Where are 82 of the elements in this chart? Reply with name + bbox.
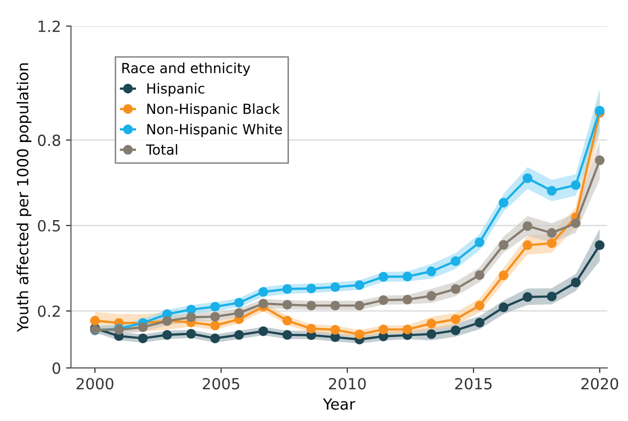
point xyxy=(90,316,100,326)
point xyxy=(378,324,388,334)
x-tick-label: 2010 xyxy=(329,378,366,390)
point xyxy=(570,278,581,288)
point xyxy=(258,287,268,297)
point xyxy=(210,320,220,330)
point xyxy=(282,316,292,326)
point xyxy=(306,324,316,334)
point xyxy=(426,291,436,301)
point xyxy=(282,330,292,340)
point xyxy=(498,198,508,208)
point xyxy=(450,325,460,336)
x-tick-label: 2020 xyxy=(581,378,618,390)
point xyxy=(234,330,244,340)
point xyxy=(354,329,364,340)
point xyxy=(450,284,460,294)
point xyxy=(162,330,172,340)
point xyxy=(522,292,532,302)
point xyxy=(186,328,196,339)
legend-label: Non-Hispanic White xyxy=(147,124,282,138)
point xyxy=(186,312,196,322)
x-axis-title: Year xyxy=(322,398,356,410)
legend-title: Race and ethnicity xyxy=(122,62,250,76)
point xyxy=(234,308,244,318)
legend-label: Non-Hispanic Black xyxy=(147,103,280,117)
point xyxy=(474,237,484,248)
point xyxy=(378,295,388,306)
point xyxy=(498,240,508,250)
point xyxy=(498,302,508,312)
y-tick-label: 0.5 xyxy=(38,220,60,232)
point xyxy=(258,298,268,308)
x-tick-label: 2005 xyxy=(202,378,240,390)
point xyxy=(402,294,412,304)
y-tick-label: 0 xyxy=(52,362,60,374)
y-axis-title: Youth affected per 1000 population xyxy=(16,63,32,332)
point xyxy=(594,106,605,116)
x-tick-label: 2015 xyxy=(455,378,492,390)
point xyxy=(402,272,412,282)
y-tick-label: 0.2 xyxy=(38,305,60,317)
point xyxy=(210,302,220,312)
point xyxy=(138,333,148,344)
point xyxy=(330,282,340,292)
point xyxy=(426,266,436,276)
point xyxy=(306,284,316,294)
point xyxy=(210,312,220,322)
point xyxy=(282,284,292,294)
point xyxy=(570,180,581,190)
point xyxy=(138,322,148,332)
point xyxy=(426,329,436,339)
point xyxy=(234,298,244,308)
point xyxy=(330,300,340,310)
point xyxy=(402,324,412,334)
point xyxy=(522,240,532,250)
point xyxy=(354,300,364,310)
x-tick-label: 2000 xyxy=(76,378,114,390)
legend-label: Total xyxy=(146,144,178,155)
point xyxy=(258,326,268,336)
point xyxy=(594,240,605,250)
point xyxy=(546,238,557,248)
point xyxy=(570,218,581,228)
point xyxy=(450,256,460,266)
point xyxy=(450,314,460,324)
point xyxy=(210,333,220,344)
point xyxy=(498,270,508,280)
point xyxy=(546,186,557,196)
point xyxy=(522,221,532,231)
point xyxy=(546,292,557,302)
point xyxy=(474,270,484,280)
point xyxy=(474,318,484,328)
point xyxy=(594,155,605,166)
point xyxy=(546,228,557,238)
legend-label: Hispanic xyxy=(147,82,204,96)
y-tick-label: 0.8 xyxy=(38,134,60,146)
point xyxy=(522,173,532,184)
point xyxy=(330,324,340,335)
point xyxy=(378,272,388,282)
point xyxy=(282,300,292,310)
point xyxy=(306,300,316,310)
point xyxy=(474,300,484,310)
point xyxy=(354,280,364,290)
point xyxy=(426,318,436,328)
y-tick-label: 1.2 xyxy=(38,20,60,32)
